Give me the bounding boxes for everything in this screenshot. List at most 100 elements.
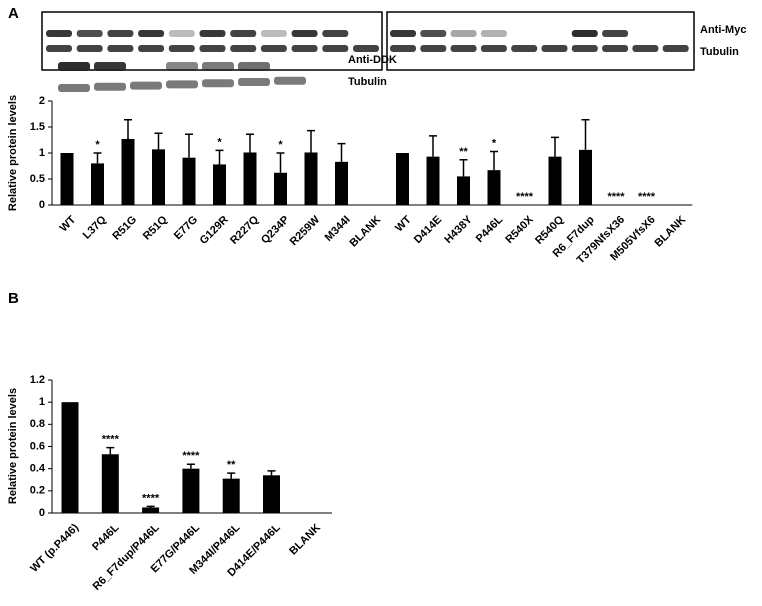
error-bar [227,472,236,479]
significance-label: * [95,139,100,151]
x-tick-label: Q234P [259,214,292,247]
bar [335,161,348,205]
x-tick-label: R227Q [228,213,261,246]
x-tick-label: WT (p.P446) [28,521,81,574]
blot-band [238,62,270,71]
blot-band [602,30,629,37]
blot-band [130,81,162,90]
blot-band [168,30,195,37]
blot-band [390,45,416,52]
error-bar [185,133,193,158]
bar [152,149,165,205]
blot-band [480,30,507,37]
blot-band [602,45,629,52]
blot-band [480,45,507,52]
bar [142,507,160,513]
error-bar [581,118,590,150]
blot-band [166,80,198,89]
y-axis-label: Relative protein levels [7,388,19,504]
blot-band [571,30,598,37]
x-tick-label: R51Q [141,213,170,242]
panel-label: A [8,5,19,22]
blot-label: Tubulin [700,46,739,58]
blot-label: Anti-DDK [348,54,397,66]
error-bar [337,142,346,162]
bar [182,157,196,205]
y-tick-label: 0.8 [30,418,45,430]
x-tick-label: BLANK [287,522,323,558]
blot-frame [386,11,695,71]
bar [91,163,104,205]
blot-band [238,78,270,86]
blot-band [166,62,198,71]
blot-band [94,62,126,71]
bar [182,468,200,513]
significance-label: **** [516,191,534,203]
blot-band [168,45,195,52]
bar [101,454,119,513]
error-bar [551,136,559,157]
significance-label: * [217,136,222,148]
x-tick-label: BLANK [348,214,384,250]
significance-label: **** [182,450,200,462]
y-tick-label: 1.2 [30,374,45,386]
bar [213,164,226,205]
x-tick-label: WT [58,214,79,235]
blot-band [541,45,568,52]
x-tick-label: BLANK [653,214,689,250]
error-bar [307,129,315,153]
bar [60,153,74,205]
y-tick-label: 2 [39,95,45,107]
blot-band [353,45,379,52]
y-tick-label: 0.6 [30,440,45,452]
x-tick-label: L37Q [81,213,109,241]
error-bar [146,505,155,508]
error-bar [154,132,163,150]
blot-band [450,45,477,52]
blot-band [138,45,165,52]
blot-band [76,45,103,52]
panel-label: B [8,290,19,307]
x-tick-label: P446L [90,522,122,554]
error-bar [93,152,102,164]
blot-band [199,45,226,52]
blot-band [260,45,287,52]
blot-band [58,62,90,71]
x-tick-label: R51G [110,214,139,243]
blot-band [420,45,447,52]
error-bar [246,133,254,153]
bar [457,176,470,205]
blot-band [58,84,90,92]
blot-band [199,30,226,37]
blot-band [662,45,689,52]
error-bar [490,150,498,171]
error-bar [124,118,132,139]
bar [579,149,592,205]
y-axis-label: Relative protein levels [7,95,19,211]
blot-frame [41,11,383,71]
significance-label: ** [459,146,468,158]
bar [396,153,409,205]
significance-label: **** [607,191,625,203]
y-tick-label: 1.5 [30,121,45,133]
significance-label: * [492,137,497,149]
blot-band [322,30,349,37]
x-tick-label: G129R [198,214,231,247]
x-tick-label: P446L [474,214,506,246]
error-bar [106,446,115,455]
blot-band [420,30,447,37]
bar [548,156,562,205]
bar [263,475,280,513]
significance-label: ** [227,459,236,471]
blot-band [46,45,72,52]
blot-band [390,30,416,37]
bar [121,138,135,205]
y-tick-label: 0 [39,199,45,211]
y-tick-label: 1 [39,396,45,408]
blot-band [632,45,659,52]
x-tick-label: H438Y [442,213,475,246]
error-bar [429,135,437,157]
blot-band [138,30,165,37]
significance-label: **** [142,492,160,504]
